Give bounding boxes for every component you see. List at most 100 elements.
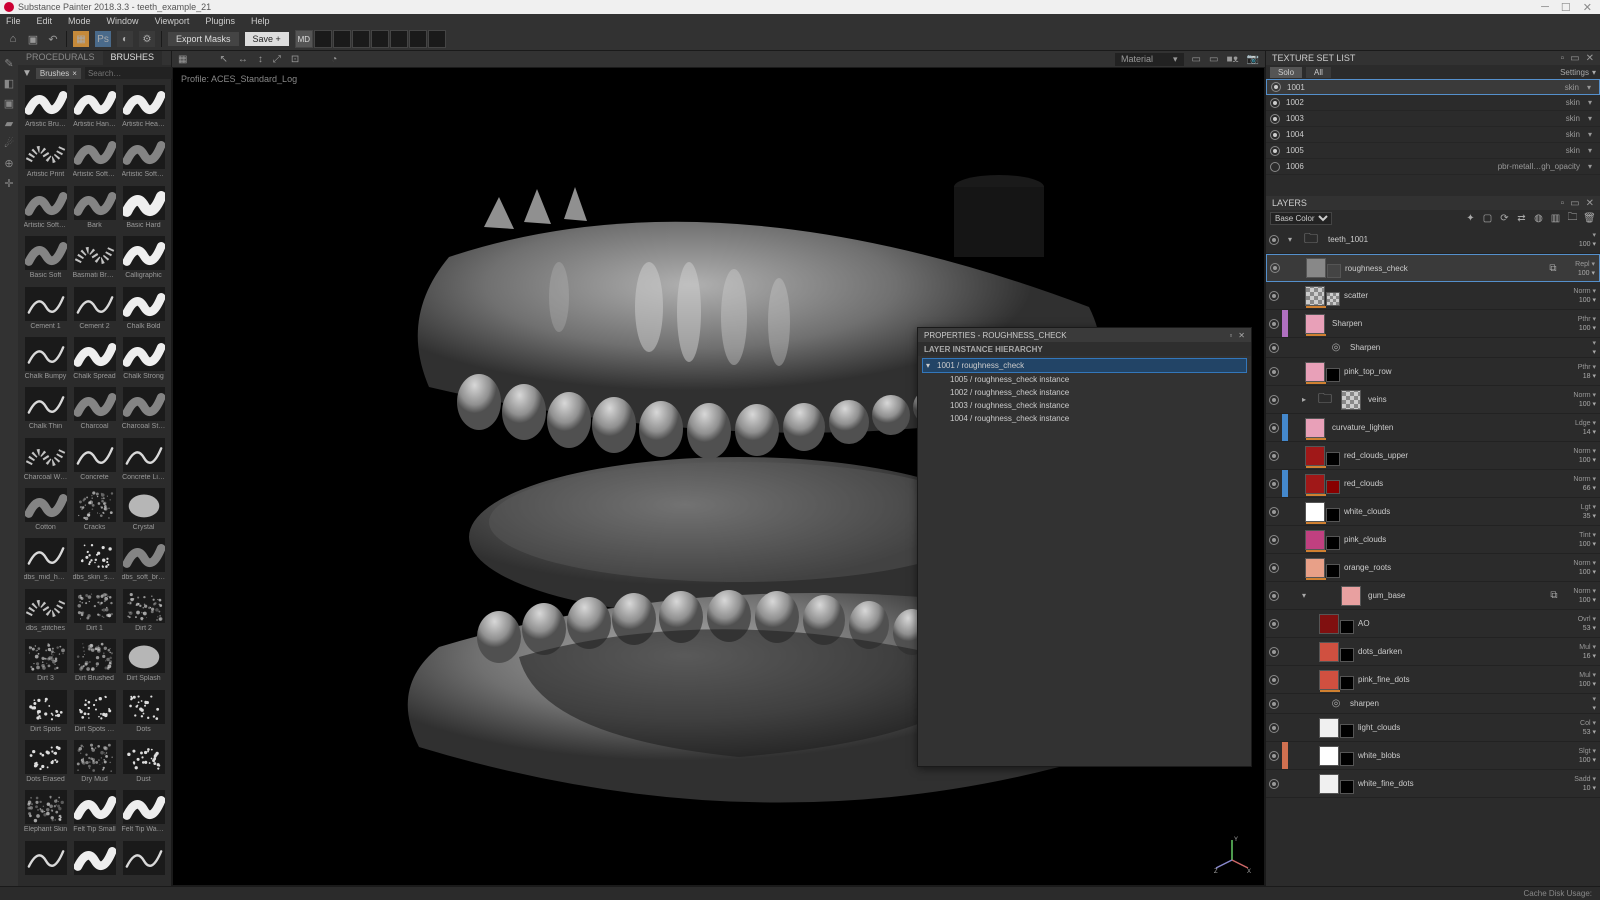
minimize-icon[interactable]: ─ [1541,1,1549,14]
layer-row[interactable]: red_cloudsNorm ▾66 ▾ [1266,470,1600,498]
layer-row[interactable]: red_clouds_upperNorm ▾100 ▾ [1266,442,1600,470]
layer-visibility[interactable] [1269,591,1279,601]
hierarchy-child[interactable]: 1004 / roughness_check instance [922,412,1247,425]
brush-item[interactable]: Dirt 2 [120,589,167,637]
layer-visibility[interactable] [1269,619,1279,629]
texset-settings[interactable]: Settings▾ [1560,68,1596,77]
layer-row[interactable]: ◎Sharpen ▾ ▾ [1266,338,1600,358]
brush-item[interactable]: Dirt Spots [22,690,69,738]
layer-visibility[interactable] [1269,535,1279,545]
layer-row[interactable]: AOOvrl ▾53 ▾ [1266,610,1600,638]
layer-visibility[interactable] [1269,395,1279,405]
visibility-toggle[interactable] [1270,98,1280,108]
layer-mask[interactable] [1340,676,1354,690]
viewport-icon-1[interactable]: ▭ [1192,54,1201,65]
brush-item[interactable]: Chalk Bold [120,287,167,335]
viewport-icon-2[interactable]: ▭ [1209,54,1218,65]
brush-item[interactable]: Dirt Spots … [71,690,118,738]
solo-button[interactable]: Solo [1270,67,1302,78]
texset-row[interactable]: 1005skin▾ [1266,143,1600,159]
filter-icon[interactable]: ▼ [22,68,32,79]
hierarchy-child[interactable]: 1003 / roughness_check instance [922,399,1247,412]
layer-visibility[interactable] [1269,699,1279,709]
snap-icon[interactable]: ⊡ [291,54,299,65]
add-fill-icon[interactable]: ◍ [1532,212,1545,225]
menu-viewport[interactable]: Viewport [155,16,190,26]
add-effect-icon[interactable]: ⟳ [1498,212,1511,225]
menu-edit[interactable]: Edit [37,16,53,26]
layer-visibility[interactable] [1269,751,1279,761]
brush-item[interactable]: Chalk Strong [120,337,167,385]
tool-square-4[interactable]: ⚙ [139,31,155,47]
layer-visibility[interactable] [1269,423,1279,433]
layer-mask[interactable] [1327,264,1341,278]
brush-item[interactable]: Charcoal St… [120,387,167,435]
rotate-icon[interactable]: ↕ [258,54,263,65]
smudge-tool-icon[interactable]: ☄ [3,137,15,149]
brush-item[interactable]: Charcoal [71,387,118,435]
visibility-toggle[interactable] [1270,130,1280,140]
layer-row[interactable]: white_blobsSlgt ▾100 ▾ [1266,742,1600,770]
layer-mask[interactable] [1340,752,1354,766]
projection-tool-icon[interactable]: ▣ [3,97,15,109]
brush-item[interactable]: Dirt Brushed [71,639,118,687]
layer-visibility[interactable] [1269,235,1279,245]
slot-1[interactable] [314,30,332,48]
link-icon[interactable]: ⇄ [1515,212,1528,225]
brush-item[interactable]: Dirt 3 [22,639,69,687]
layer-mask[interactable] [1326,368,1340,382]
layer-visibility[interactable] [1269,479,1279,489]
layer-visibility[interactable] [1269,723,1279,733]
all-button[interactable]: All [1306,67,1331,78]
texset-row[interactable]: 1006pbr-metall…gh_opacity▾ [1266,159,1600,175]
layer-row[interactable]: SharpenPthr ▾100 ▾ [1266,310,1600,338]
brush-item[interactable]: Basic Hard [120,186,167,234]
wand-icon[interactable]: ✦ [1464,212,1477,225]
panel-undock-icon[interactable]: ▫ [1229,331,1232,340]
tool-square-3[interactable]: ◐ [117,31,133,47]
visibility-toggle[interactable] [1271,82,1281,92]
layer-visibility[interactable] [1269,367,1279,377]
layer-mask[interactable] [1340,648,1354,662]
brush-item[interactable]: Cotton [22,488,69,536]
layer-visibility[interactable] [1269,647,1279,657]
layer-row[interactable]: pink_cloudsTint ▾100 ▾ [1266,526,1600,554]
layer-row[interactable]: white_cloudsLgt ▾35 ▾ [1266,498,1600,526]
layer-row[interactable]: white_fine_dotsSadd ▾10 ▾ [1266,770,1600,798]
brush-item[interactable]: Artistic Soft … [71,135,118,183]
brush-item[interactable]: Dots Erased [22,740,69,788]
brush-item[interactable]: Artistic Hea… [120,85,167,133]
brush-item[interactable]: Basmati Bru… [71,236,118,284]
brush-item[interactable] [120,841,167,882]
slot-6[interactable] [409,30,427,48]
brush-item[interactable]: Chalk Bumpy [22,337,69,385]
add-layer-icon[interactable]: ▥ [1549,212,1562,225]
panel-close-icon[interactable]: ✕ [1238,331,1245,340]
layer-visibility[interactable] [1270,263,1280,273]
panel-max-icon[interactable]: ▭ [1570,53,1579,64]
layer-mask[interactable] [1326,536,1340,550]
texset-row[interactable]: 1002skin▾ [1266,95,1600,111]
brush-item[interactable]: Elephant Skin [22,790,69,838]
scale-icon[interactable]: ⤢ [273,54,281,65]
layer-mask[interactable] [1326,292,1340,306]
brush-item[interactable]: Dirt Splash [120,639,167,687]
layer-mask[interactable] [1340,724,1354,738]
layer-row[interactable]: curvature_lightenLdge ▾14 ▾ [1266,414,1600,442]
hierarchy-root[interactable]: 1001 / roughness_check [922,358,1247,373]
panel-undock-icon[interactable]: ▫ [1561,198,1565,209]
panel-max-icon[interactable]: ▭ [1570,198,1579,209]
layer-row[interactable]: ▸🗀veinsNorm ▾100 ▾ [1266,386,1600,414]
brush-item[interactable]: Artistic Soft … [120,135,167,183]
layer-visibility[interactable] [1269,675,1279,685]
instance-icon[interactable]: ⧉ [1547,589,1561,603]
layer-row[interactable]: ▾🗀teeth_1001 ▾100 ▾ [1266,226,1600,254]
brush-item[interactable]: dbs_skin_sp… [71,538,118,586]
brush-item[interactable]: Crystal [120,488,167,536]
menu-plugins[interactable]: Plugins [205,16,235,26]
layer-visibility[interactable] [1269,343,1279,353]
layer-row[interactable]: orange_rootsNorm ▾100 ▾ [1266,554,1600,582]
screenshot-icon[interactable]: 📷 [1247,54,1259,65]
layer-visibility[interactable] [1269,563,1279,573]
brush-item[interactable]: dbs_mid_har… [22,538,69,586]
